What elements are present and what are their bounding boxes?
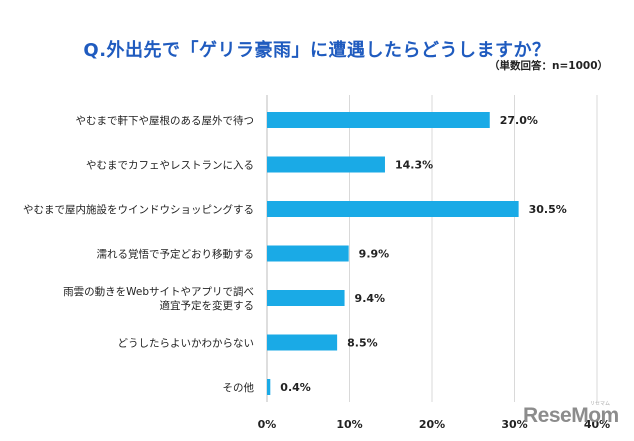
bar [267, 290, 345, 306]
data-label: 0.4% [280, 381, 311, 394]
bar [267, 156, 385, 173]
data-label: 9.9% [359, 248, 390, 261]
bar [267, 334, 338, 351]
category-label: どうしたらよいかわからない [118, 338, 255, 350]
data-label: 14.3% [395, 159, 433, 172]
category-label: やむまで屋内施設をウインドウショッピングする [23, 203, 254, 216]
x-tick-label: 40% [584, 418, 610, 431]
category-label: やむまで軒下や屋根のある屋外で待つ [76, 114, 255, 127]
resemom-logo: ReseMom [523, 404, 619, 427]
chart-title: Q.外出先で「ゲリラ豪雨」に遭遇したらどうしますか？ [83, 40, 551, 61]
x-tick-label: 20% [419, 418, 445, 431]
data-label: 27.0% [500, 114, 538, 127]
bar [267, 245, 349, 262]
watermark-sub: リセマム [590, 401, 611, 407]
x-tick-label: 0% [258, 418, 277, 431]
bar [267, 112, 490, 128]
bar [267, 379, 271, 395]
category-label: その他 [223, 381, 255, 394]
category-label: 濡れる覚悟で予定どおり移動する [97, 248, 255, 261]
chart-subtitle: （単数回答：n=1000） [489, 60, 608, 72]
x-tick-label: 10% [336, 418, 362, 431]
category-label: 雨雲の動きをWebサイトやアプリで調べ適宜予定を変更する [63, 285, 254, 312]
category-label: やむまでカフェやレストランに入る [86, 160, 254, 172]
data-label: 8.5% [347, 337, 378, 350]
data-label: 9.4% [355, 292, 386, 305]
bar [267, 201, 519, 217]
x-tick-label: 30% [501, 418, 527, 431]
data-label: 30.5% [529, 203, 567, 216]
